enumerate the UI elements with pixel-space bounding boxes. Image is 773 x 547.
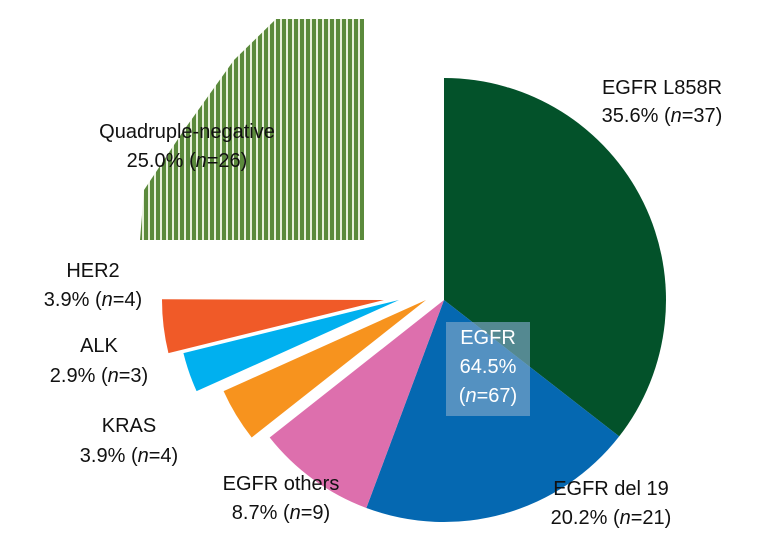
slice-alk — [183, 300, 399, 392]
egfr-group-box — [446, 322, 530, 416]
egfr-group-count: (n=67) — [459, 385, 517, 407]
label-egfr-l858r: EGFR L858R — [602, 77, 722, 99]
value-egfr-others: 8.7% (n=9) — [232, 502, 330, 524]
egfr-group-label: EGFR — [460, 327, 516, 349]
label-kras: KRAS — [102, 415, 156, 437]
slice-labels: EGFR L858R 35.6% (n=37) EGFR del 19 20.2% (… — [44, 77, 723, 529]
slice-kras — [223, 300, 426, 438]
value-quadruple-negative: 25.0% (n=26) — [127, 150, 248, 172]
slice-quadruple-negative — [140, 19, 364, 240]
value-her2: 3.9% (n=4) — [44, 289, 142, 311]
label-egfr-others: EGFR others — [223, 473, 340, 495]
label-alk: ALK — [80, 335, 118, 357]
label-egfr-del-19: EGFR del 19 — [553, 478, 669, 500]
slice-egfr-l858r — [444, 78, 666, 437]
slice-her2 — [162, 299, 384, 354]
value-alk: 2.9% (n=3) — [50, 365, 148, 387]
slice-egfr-others — [269, 300, 444, 508]
label-her2: HER2 — [66, 260, 119, 282]
value-egfr-l858r: 35.6% (n=37) — [602, 105, 723, 127]
value-egfr-del-19: 20.2% (n=21) — [551, 507, 672, 529]
egfr-group-percent: 64.5% — [460, 356, 517, 378]
value-kras: 3.9% (n=4) — [80, 445, 178, 467]
pie-slices — [140, 19, 666, 522]
label-quadruple-negative: Quadruple-negative — [99, 121, 275, 143]
